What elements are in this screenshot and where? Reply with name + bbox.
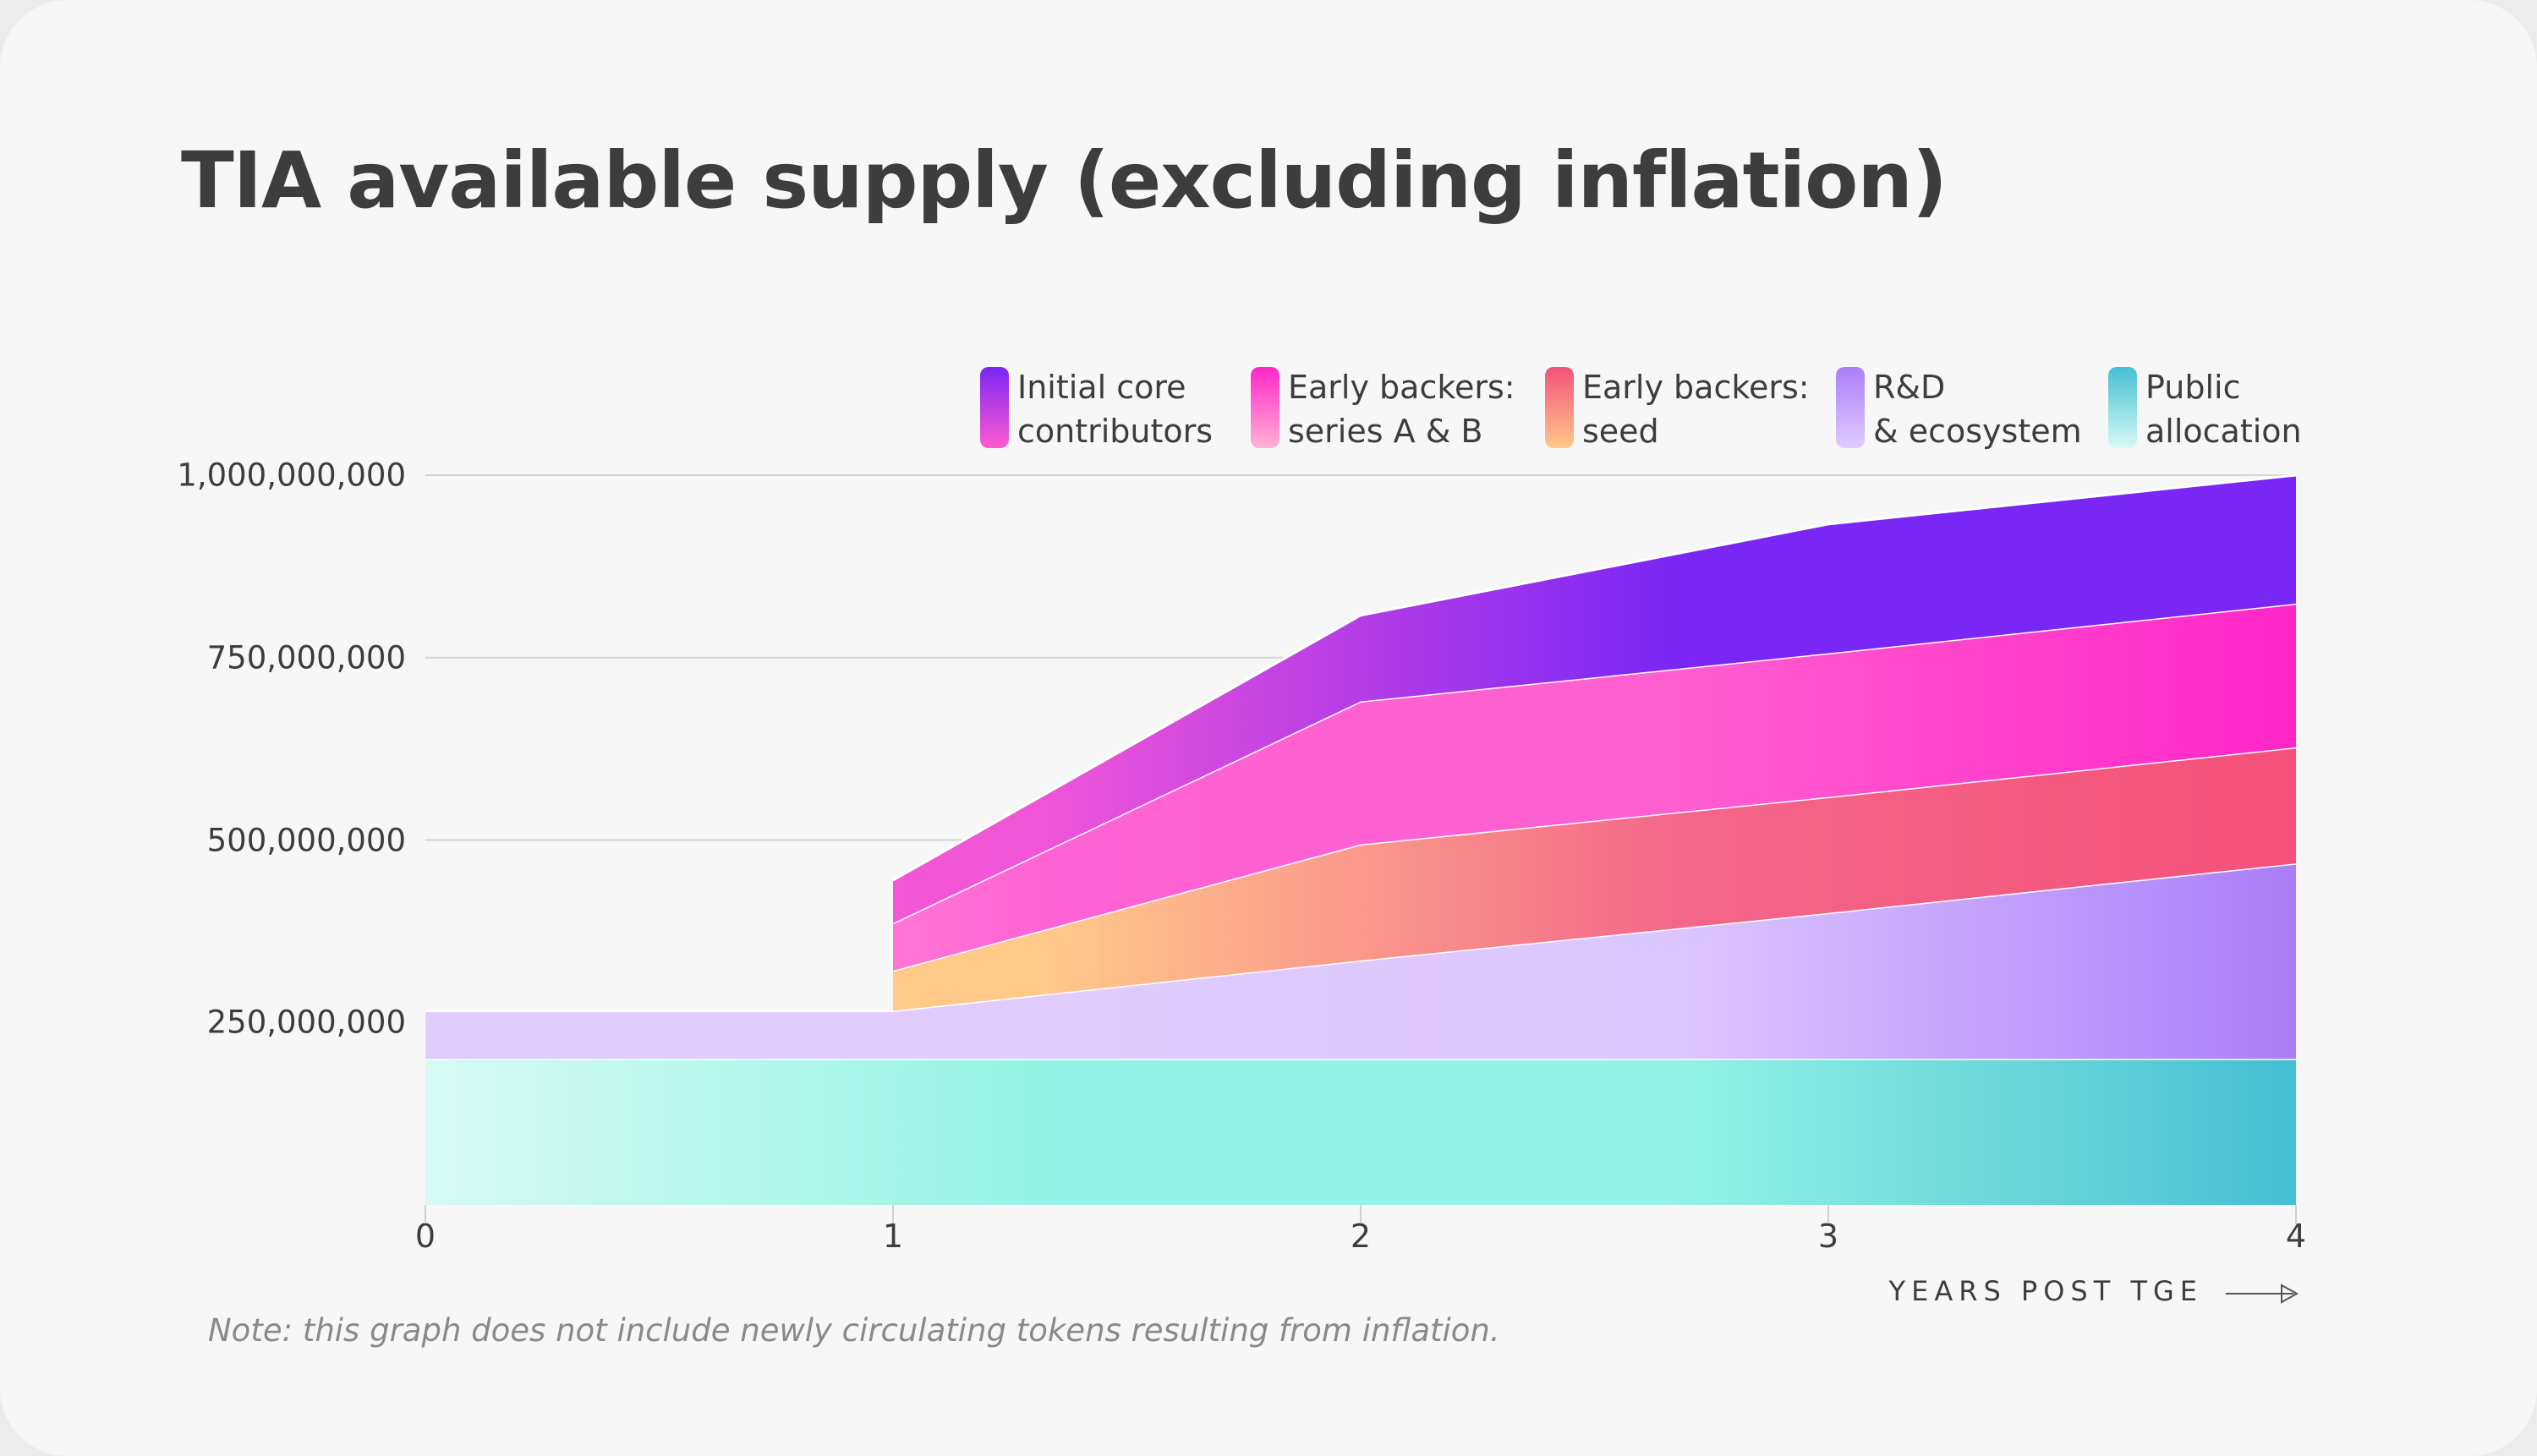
area-edge [892, 473, 2297, 882]
x-axis-label: YEARS POST TGE [1888, 1275, 2203, 1307]
x-tick-label: 1 [882, 1218, 904, 1255]
y-tick-label: 500,000,000 [206, 822, 406, 858]
legend-label-line: Early backers: [1582, 369, 1810, 406]
legend-swatch [2108, 367, 2137, 448]
legend-label: Early backers: series A & B [1288, 365, 1515, 453]
legend-label-line: Public [2145, 369, 2241, 406]
legend-label-line: contributors [1017, 413, 1214, 450]
legend-label-line: allocation [2145, 413, 2302, 450]
legend-label-line: seed [1582, 413, 1659, 450]
footnote: Note: this graph does not include newly … [208, 1312, 1500, 1349]
legend-swatch [1836, 367, 1865, 448]
legend-swatch [1545, 367, 1574, 448]
chart-title: TIA available supply (excluding inflatio… [181, 135, 1948, 226]
x-tick-label: 3 [1817, 1218, 1839, 1255]
legend-item: R&D & ecosystem [1836, 365, 2082, 453]
legend-label: Initial core contributors [1017, 365, 1213, 453]
area-public-allocation [425, 1059, 2296, 1205]
legend-item: Early backers: series A & B [1251, 365, 1515, 453]
y-tick-label: 250,000,000 [206, 1004, 406, 1041]
area-early-backers-seed [893, 747, 2296, 1011]
legend-label: Early backers: seed [1582, 365, 1810, 453]
x-tick-label: 0 [414, 1218, 436, 1255]
x-tick-label: 4 [2285, 1218, 2307, 1255]
legend-label-line: R&D [1873, 369, 1946, 406]
legend-item: Initial core contributors [980, 365, 1213, 453]
legend-label: Public allocation [2145, 365, 2302, 453]
legend-label-line: Early backers: [1288, 369, 1515, 406]
legend-swatch [980, 367, 1009, 448]
arrow-right-icon [2226, 1284, 2299, 1304]
x-tick-label: 2 [1350, 1218, 1372, 1255]
legend-label: R&D & ecosystem [1873, 365, 2082, 453]
legend-swatch [1251, 367, 1279, 448]
legend-item: Public allocation [2108, 365, 2302, 453]
legend-item: Early backers: seed [1545, 365, 1810, 453]
legend-label-line: Initial core [1017, 369, 1186, 406]
area-early-backers-series-a-b [893, 603, 2296, 971]
y-tick-label: 1,000,000,000 [177, 457, 406, 494]
legend-label-line: & ecosystem [1873, 413, 2082, 450]
area-initial-core-contributors [893, 475, 2296, 923]
legend-label-line: series A & B [1288, 413, 1483, 450]
y-tick-label: 750,000,000 [206, 639, 406, 676]
